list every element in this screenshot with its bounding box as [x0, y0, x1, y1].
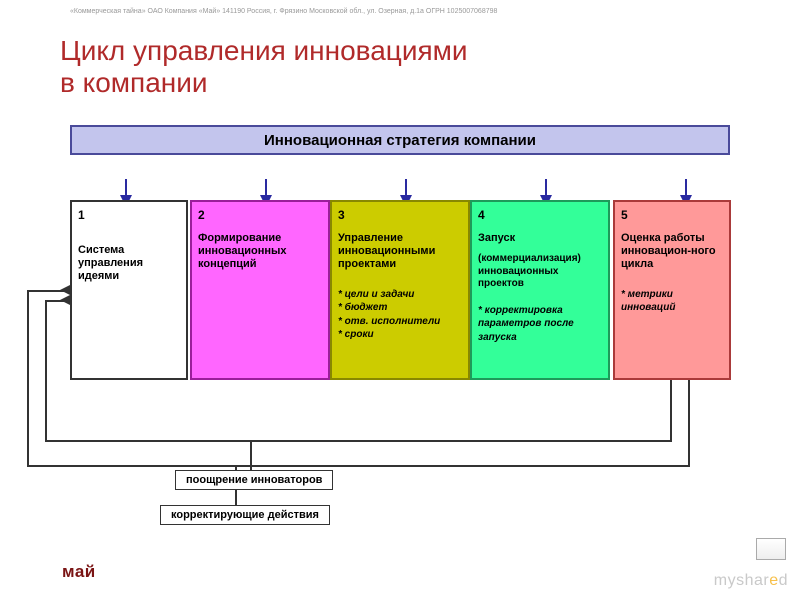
stage-title: Управление инновационными проектами [338, 232, 462, 272]
watermark: myshared [714, 572, 788, 590]
stage-num: 2 [198, 208, 322, 222]
stage-notes: * цели и задачи * бюджет * отв. исполнит… [338, 288, 462, 342]
callout-corrective: корректирующие действия [160, 505, 330, 525]
feedback-segment [27, 465, 690, 467]
feedback-segment [250, 440, 252, 470]
stage-box-5: 5 Оценка работы инновацион-ного цикла * ме… [613, 200, 731, 380]
feedback-segment [27, 290, 29, 465]
stage-subtitle: (коммерциализация) инновационных проекто… [478, 253, 602, 291]
feedback-arrowhead [60, 285, 70, 295]
stage-box-1: 1 Система управления идеями [70, 200, 188, 380]
stage-title: Запуск [478, 232, 602, 245]
stage-title: Система управления идеями [78, 244, 180, 284]
title-line-1: Цикл управления инновациями [60, 35, 468, 66]
stage-box-2: 2 Формирование инновационных концепций [190, 200, 330, 380]
stage-title: Формирование инновационных концепций [198, 232, 322, 272]
callout-reward: поощрение инноваторов [175, 470, 333, 490]
stage-num: 5 [621, 208, 723, 222]
callout-reward-text: поощрение инноваторов [186, 474, 322, 486]
thumbnail-icon [756, 538, 786, 560]
strategy-bar: Инновационная стратегия компании [70, 125, 730, 155]
brand-logo: май [62, 562, 96, 582]
callout-corrective-text: корректирующие действия [171, 509, 319, 521]
feedback-segment [45, 300, 47, 440]
stage-notes: * метрики инноваций [621, 288, 723, 315]
stage-box-3: 3 Управление инновационными проектами * це… [330, 200, 470, 380]
stage-notes: * корректировка параметров после запуска [478, 304, 602, 345]
strategy-label: Инновационная стратегия компании [264, 132, 536, 149]
feedback-arrowhead [60, 295, 70, 305]
stage-title: Оценка работы инновацион-ного цикла [621, 232, 723, 272]
feedback-segment [670, 380, 672, 440]
feedback-segment [688, 380, 690, 465]
title-line-2: в компании [60, 67, 208, 98]
stage-num: 3 [338, 208, 462, 222]
page-title: Цикл управления инновациями в компании [60, 35, 468, 99]
stage-num: 4 [478, 208, 602, 222]
feedback-segment [45, 440, 672, 442]
stage-box-4: 4 Запуск (коммерциализация) инновационных … [470, 200, 610, 380]
stage-num: 1 [78, 208, 180, 222]
legal-fineprint: «Коммерческая тайна» ОАО Компания «Май» … [70, 8, 497, 15]
